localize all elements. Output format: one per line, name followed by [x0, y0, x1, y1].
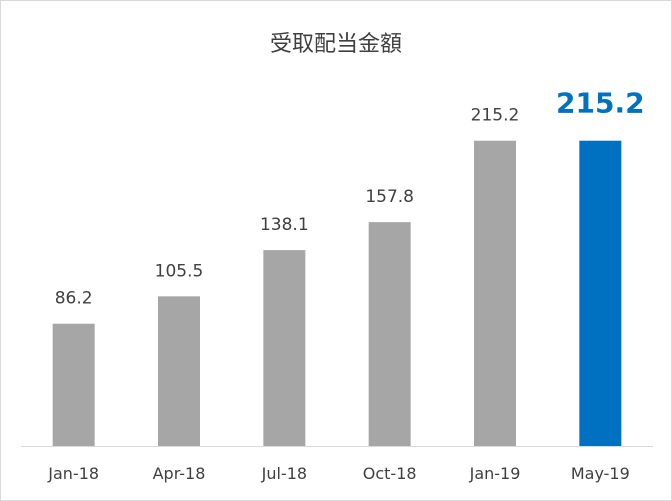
chart-title: 受取配当金額 — [270, 32, 402, 57]
x-tick-jul-18: Jul-18 — [261, 464, 307, 483]
value-label-jan-19: 215.2 — [471, 106, 520, 126]
bar-may-19 — [579, 140, 622, 446]
value-label-oct-18: 157.8 — [365, 187, 414, 207]
x-tick-jan-19: Jan-19 — [469, 464, 521, 483]
bar-jul-18 — [263, 250, 306, 446]
bar-oct-18 — [368, 222, 411, 446]
bar-jan-18 — [52, 323, 95, 446]
x-tick-oct-18: Oct-18 — [363, 464, 417, 483]
x-tick-may-19: May-19 — [571, 464, 630, 483]
value-label-jul-18: 138.1 — [260, 215, 309, 235]
x-tick-jan-18: Jan-18 — [47, 464, 99, 483]
bar-apr-18 — [158, 296, 200, 446]
bar-jan-19 — [474, 140, 516, 446]
value-label-apr-18: 105.5 — [155, 261, 204, 281]
value-label-jan-18: 86.2 — [55, 289, 93, 309]
value-label-may-19: 215.2 — [556, 87, 645, 120]
x-tick-apr-18: Apr-18 — [153, 464, 206, 483]
